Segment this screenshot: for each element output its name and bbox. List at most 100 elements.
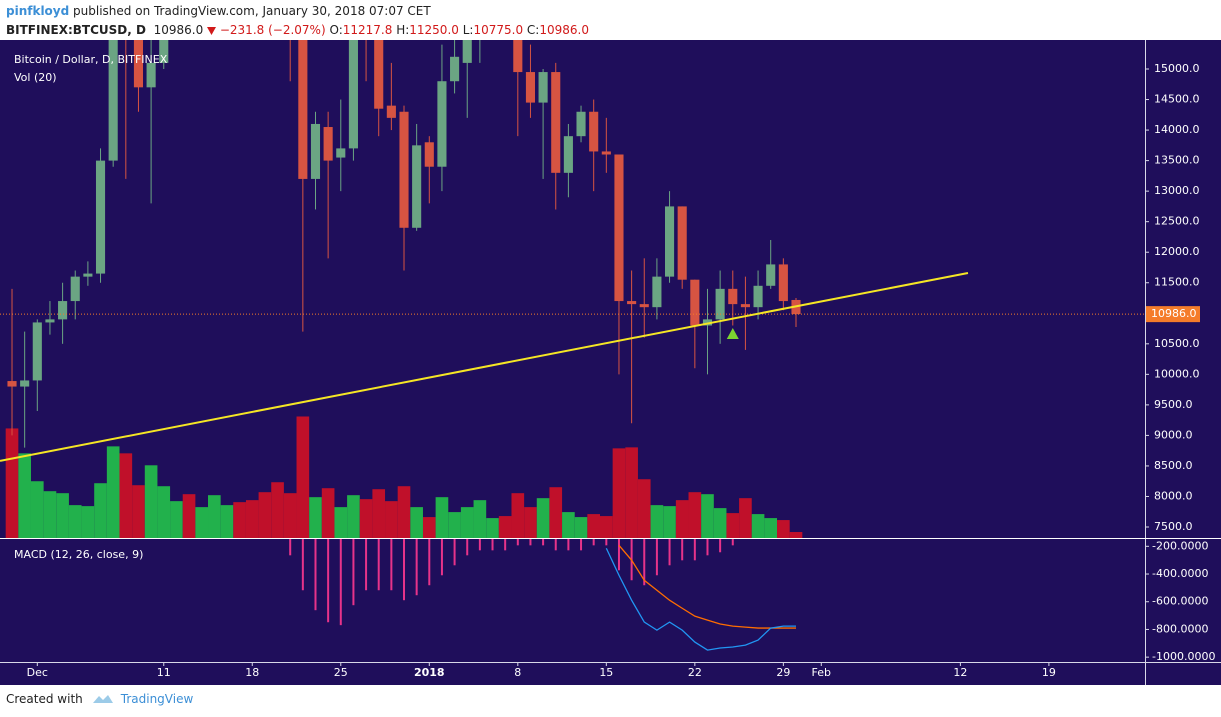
macd-histogram-bar [327,539,330,623]
volume-bar [271,482,284,538]
candle-body [412,145,422,228]
candle-body [715,288,725,320]
last-price: 10986.0 [153,23,204,37]
ohlc-key: L: [462,23,474,37]
macd-histogram-bar [655,539,658,576]
candle-body [563,136,573,173]
macd-histogram-bar [580,539,583,551]
candle-body [32,322,42,381]
macd-histogram-bar [554,539,557,551]
volume-bar [397,486,411,538]
volume-bar [283,493,297,538]
macd-histogram-bar [365,539,368,591]
x-tick-label: 19 [1042,666,1056,679]
chart-background [0,40,1221,685]
volume-bar [486,518,499,538]
ohlc: O:11217.8 H:11250.0 L:10775.0 C:10986.0 [329,23,589,37]
macd-histogram-bar [403,539,406,601]
y-tick-label: 14500.0 [1154,93,1200,106]
volume-bar [587,514,601,538]
candle-body [374,40,384,109]
volume-bar [30,481,44,538]
macd-histogram-bar [466,539,469,556]
volume-bar [119,453,133,538]
ohlc-key: O: [329,23,343,37]
candle-body [310,123,321,179]
macd-histogram-bar [668,539,671,566]
x-tick-label: 29 [776,666,790,679]
candle-body [83,273,93,277]
volume-bar [600,516,613,538]
candle-body [386,105,396,118]
y-tick-label: 8500.0 [1154,459,1193,472]
axis-layer: 7500.0 8000.0 8500.0 9000.0 9500.0 10000.0 105… [27,62,1216,679]
candle-body [336,148,346,158]
volume-bar [56,493,69,538]
volume-bar [334,507,348,538]
candle-body [159,40,169,63]
candle-body [323,127,333,161]
volume-bar [562,512,575,538]
macd-line [605,547,796,651]
macd-histogram-bar [643,539,646,586]
macd-tick-label: -400.0000 [1152,567,1208,580]
y-tick-label: 13000.0 [1154,184,1200,197]
volume-bar [68,505,82,538]
macd-histogram-bar [428,539,431,586]
volume-bar [5,428,19,538]
x-tick-label: Dec [27,666,48,679]
candle-body [702,319,713,326]
candle-body [576,111,586,137]
candle-body [95,160,106,274]
candle-body [728,288,738,305]
x-tick-label: 12 [953,666,967,679]
volume-bar [777,520,790,538]
volume-bar [524,507,537,538]
macd-histogram-bar [681,539,684,561]
candle-body [146,62,156,88]
y-tick-label: 15000.0 [1154,62,1200,75]
x-tick-label: 18 [245,666,259,679]
volume-bar [410,507,423,538]
macd-histogram-bar [289,539,292,556]
down-arrow [207,27,217,35]
volume-bar [435,497,449,538]
x-tick-label: 8 [514,666,521,679]
ohlc-value: 10986.0 [539,23,589,37]
y-tick-label: 12500.0 [1154,215,1200,228]
candle-body [652,276,662,308]
author[interactable]: pinfkloyd [6,4,70,18]
volume-bar [625,447,638,538]
volume-bar [258,492,272,538]
volume-bar [81,506,95,538]
macd-histogram-bar [567,539,570,551]
volume-bar [764,518,778,538]
y-tick-label: 12000.0 [1154,245,1200,258]
macd-histogram-bar [377,539,380,591]
chart-title: Bitcoin / Dollar, D, BITFINEX [14,53,168,66]
candle-body [348,40,358,149]
volume-bar [170,501,183,538]
volume-bar [675,500,689,538]
candle-body [108,40,118,161]
volume-bar [245,500,259,538]
volume-bar [663,506,676,538]
volume-bar [726,513,740,538]
symbol: BITFINEX:BTCUSD, D [6,23,146,37]
tradingview-logo[interactable] [91,692,115,706]
macd-tick-label: -1000.0000 [1152,650,1215,663]
x-tick-label: 11 [157,666,171,679]
volume-bar [106,446,120,538]
signal-marker [726,328,739,340]
volume-bar [713,508,727,538]
header-line-2: BITFINEX:BTCUSD, D 10986.0 −231.8 (−2.07… [6,21,589,40]
volume-bar [347,495,360,538]
brand[interactable]: TradingView [120,692,194,706]
volume-bar [157,486,171,538]
x-tick-label: 25 [334,666,348,679]
candle-body [7,381,17,387]
candle-body [753,285,763,308]
header-line-1: pinfkloyd published on TradingView.com, … [6,2,589,21]
